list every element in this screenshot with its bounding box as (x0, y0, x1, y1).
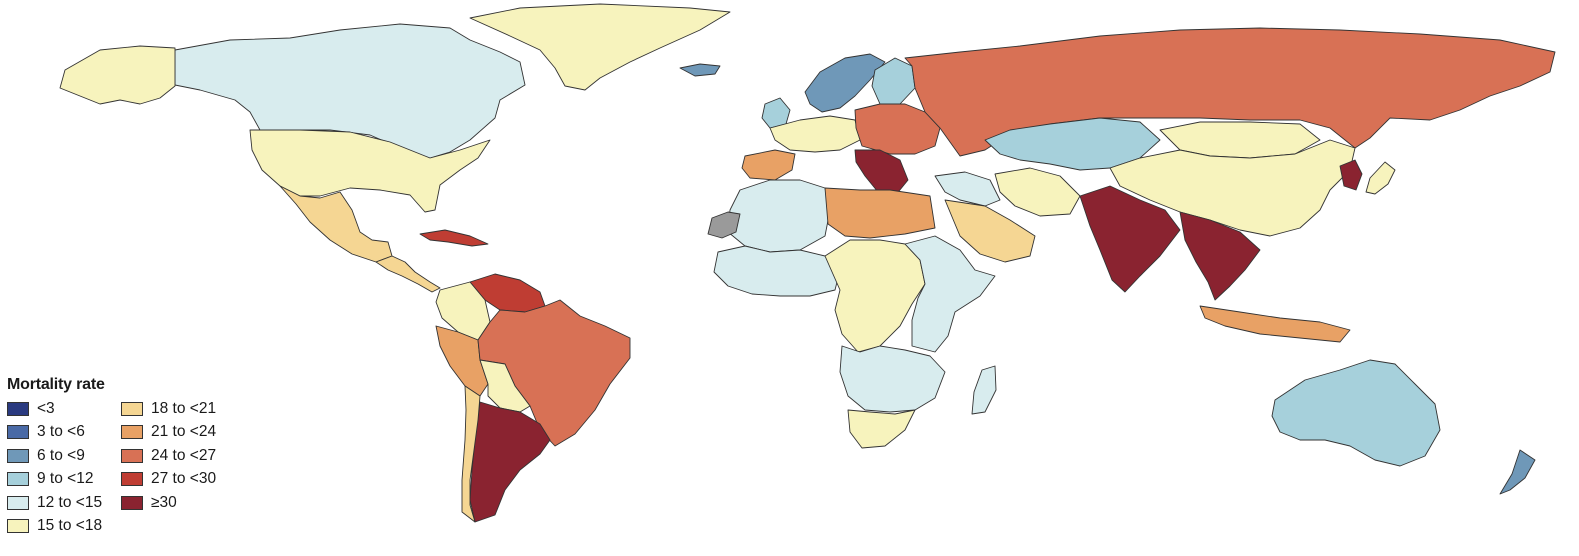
legend-item: ≥30 (121, 491, 216, 515)
legend-column-1: <3 3 to <6 6 to <9 9 to <12 12 to <15 15… (7, 397, 121, 538)
legend-item: 6 to <9 (7, 444, 121, 468)
legend-label: <3 (37, 399, 55, 417)
legend-item: 24 to <27 (121, 444, 216, 468)
legend-label: 6 to <9 (37, 446, 85, 464)
legend-item: 12 to <15 (7, 491, 121, 515)
region-central-africa (824, 239, 926, 353)
region-east-africa (904, 235, 996, 353)
region-western-sahara (707, 211, 741, 239)
region-india (1079, 185, 1181, 293)
region-peru (435, 325, 489, 397)
region-indonesia (1199, 305, 1351, 343)
legend-swatch (7, 401, 29, 416)
region-japan (1365, 161, 1396, 195)
region-greenland (469, 3, 731, 91)
region-madagascar (971, 365, 997, 415)
region-scandinavia (804, 53, 886, 113)
legend-item: 3 to <6 (7, 421, 121, 445)
legend-item: 21 to <24 (121, 421, 216, 445)
region-mexico (279, 185, 393, 263)
legend-label: 3 to <6 (37, 423, 85, 441)
legend-label: 21 to <24 (151, 423, 217, 441)
legend-swatch (121, 495, 143, 510)
region-west-africa (713, 245, 841, 297)
region-russia (904, 27, 1556, 157)
legend: Mortality rate <3 3 to <6 6 to <9 9 to <… (7, 376, 216, 538)
legend-item: 18 to <21 (121, 397, 216, 421)
legend-label: 9 to <12 (37, 470, 94, 488)
region-libya-egypt (824, 187, 936, 239)
legend-label: 12 to <15 (37, 493, 103, 511)
region-eastern-europe (854, 103, 941, 155)
legend-label: 24 to <27 (151, 446, 217, 464)
region-middle-east (934, 171, 1001, 207)
legend-item: 9 to <12 (7, 468, 121, 492)
region-alaska (59, 45, 176, 105)
region-southeast-asia (1179, 211, 1261, 301)
legend-item: 27 to <30 (121, 468, 216, 492)
legend-item: 15 to <18 (7, 515, 121, 539)
region-arabia (944, 199, 1036, 263)
legend-label: 18 to <21 (151, 399, 217, 417)
region-southern-africa (839, 345, 946, 413)
legend-title: Mortality rate (7, 376, 105, 393)
legend-column-2: 18 to <21 21 to <24 24 to <27 27 to <30 … (121, 397, 216, 538)
legend-label: 27 to <30 (151, 470, 217, 488)
region-central-america (375, 255, 441, 293)
region-western-europe (769, 115, 861, 153)
legend-swatch (7, 448, 29, 463)
region-south-africa (847, 409, 916, 449)
legend-label: 15 to <18 (37, 517, 103, 535)
region-chile (461, 385, 481, 523)
legend-swatch (121, 472, 143, 487)
legend-swatch (121, 425, 143, 440)
region-argentina (469, 401, 551, 523)
region-finland (871, 57, 916, 105)
legend-swatch (7, 495, 29, 510)
region-iberia (741, 149, 796, 181)
legend-swatch (7, 519, 29, 534)
region-iran (994, 167, 1081, 217)
legend-swatch (121, 448, 143, 463)
legend-swatch (7, 425, 29, 440)
region-iceland (679, 63, 721, 77)
region-canada (174, 23, 526, 159)
region-new-zealand (1499, 449, 1536, 495)
region-balkans (854, 149, 909, 197)
region-cuba (419, 229, 489, 247)
region-north-africa (727, 179, 831, 253)
legend-swatch (7, 472, 29, 487)
region-korea (1339, 159, 1363, 191)
legend-swatch (121, 401, 143, 416)
region-australia (1271, 359, 1441, 467)
legend-label: ≥30 (151, 493, 177, 511)
legend-item: <3 (7, 397, 121, 421)
